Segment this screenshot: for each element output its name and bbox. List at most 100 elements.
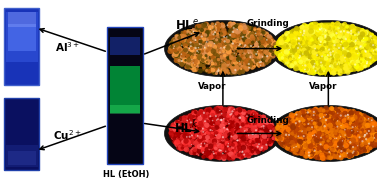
Point	[290, 40, 296, 43]
Point	[321, 140, 327, 143]
Point	[264, 124, 270, 126]
Point	[364, 140, 370, 143]
Point	[356, 63, 362, 66]
Point	[311, 65, 318, 68]
Point	[287, 117, 293, 120]
Point	[246, 29, 252, 32]
Point	[290, 145, 296, 148]
Point	[180, 146, 186, 149]
Text: Cu$^{2+}$: Cu$^{2+}$	[54, 128, 82, 142]
Point	[232, 39, 238, 42]
Point	[356, 32, 363, 35]
Point	[237, 109, 243, 112]
Point	[334, 148, 340, 151]
Point	[317, 145, 323, 148]
Point	[356, 117, 363, 120]
Point	[293, 128, 299, 131]
Point	[171, 39, 177, 42]
Point	[309, 153, 315, 156]
Point	[228, 33, 234, 36]
Point	[330, 112, 336, 114]
Point	[228, 108, 234, 111]
Point	[351, 32, 357, 35]
Point	[349, 30, 355, 33]
Point	[186, 141, 192, 144]
Point	[183, 49, 189, 52]
Point	[301, 116, 307, 119]
Point	[352, 41, 358, 44]
Point	[194, 38, 200, 41]
Point	[227, 37, 233, 40]
Point	[249, 41, 255, 44]
Point	[215, 153, 221, 156]
Point	[217, 124, 223, 127]
Point	[340, 149, 346, 152]
Point	[257, 122, 263, 125]
Point	[376, 139, 378, 142]
Point	[189, 34, 195, 37]
Point	[329, 40, 335, 43]
Point	[290, 41, 296, 43]
Point	[342, 134, 348, 136]
Point	[330, 49, 336, 52]
Point	[337, 69, 343, 72]
Point	[228, 58, 234, 61]
Point	[318, 123, 324, 126]
Point	[305, 124, 311, 127]
Point	[325, 68, 332, 71]
Point	[247, 152, 253, 155]
Point	[376, 45, 378, 48]
Point	[191, 36, 197, 39]
Point	[362, 54, 368, 57]
Point	[336, 121, 342, 124]
Point	[341, 128, 347, 131]
Point	[209, 50, 215, 53]
Point	[326, 152, 332, 155]
Point	[308, 134, 314, 137]
Point	[251, 64, 257, 66]
Point	[307, 110, 313, 113]
Point	[263, 38, 269, 41]
Point	[170, 45, 176, 48]
Point	[225, 43, 231, 46]
Point	[308, 25, 314, 28]
Point	[194, 35, 200, 37]
Point	[249, 139, 256, 142]
Point	[285, 135, 291, 138]
Point	[349, 27, 355, 30]
Point	[311, 23, 317, 25]
Point	[237, 44, 243, 47]
Point	[197, 132, 203, 135]
Point	[371, 128, 377, 131]
Point	[184, 65, 191, 68]
Point	[293, 113, 299, 116]
Point	[227, 33, 233, 36]
Point	[214, 38, 220, 41]
Point	[239, 155, 245, 158]
Point	[251, 112, 257, 114]
Point	[212, 66, 218, 69]
Point	[272, 136, 278, 139]
Point	[217, 24, 223, 27]
Point	[329, 49, 335, 52]
Point	[278, 132, 284, 135]
Point	[363, 53, 369, 56]
Point	[282, 132, 288, 135]
Point	[238, 32, 244, 35]
Point	[198, 140, 204, 143]
Point	[194, 144, 200, 147]
Point	[248, 33, 254, 36]
Point	[366, 57, 372, 60]
Point	[193, 44, 199, 47]
Point	[248, 60, 254, 63]
Point	[210, 150, 216, 153]
Point	[279, 141, 285, 144]
Point	[260, 125, 266, 128]
Point	[178, 135, 184, 138]
Point	[306, 53, 312, 56]
Point	[213, 61, 219, 64]
Point	[348, 32, 354, 35]
Point	[302, 146, 308, 149]
Point	[238, 111, 244, 114]
Point	[369, 129, 375, 132]
